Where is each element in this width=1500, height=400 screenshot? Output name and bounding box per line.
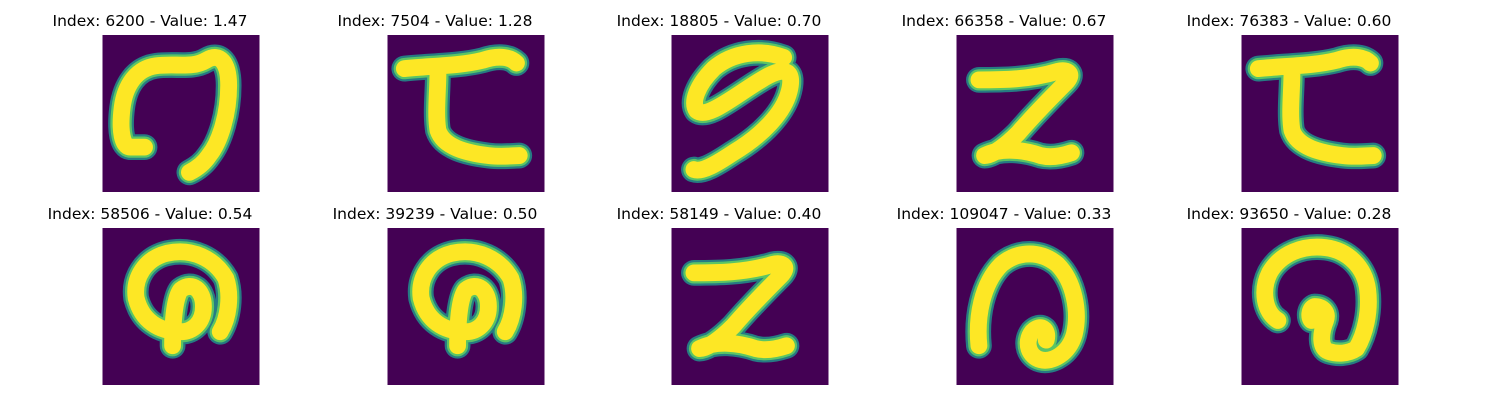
glyph-stroke bbox=[685, 255, 795, 359]
panel-4: Index: 66358 - Value: 0.67 bbox=[854, 0, 1154, 192]
panel-title: Index: 58506 - Value: 0.54 bbox=[47, 205, 253, 223]
glyph-stroke bbox=[1249, 48, 1382, 165]
glyph-image bbox=[671, 228, 829, 385]
glyph-stroke bbox=[685, 44, 799, 179]
glyph-image bbox=[102, 35, 260, 192]
panel-3: Index: 18805 - Value: 0.70 bbox=[569, 0, 869, 192]
panel-title: Index: 6200 - Value: 1.47 bbox=[52, 12, 248, 30]
glyph-image bbox=[1241, 35, 1399, 192]
glyph-image bbox=[102, 228, 260, 385]
panel-title: Index: 58149 - Value: 0.40 bbox=[616, 205, 822, 223]
glyph-image bbox=[387, 35, 545, 192]
panel-9: Index: 109047 - Value: 0.33 bbox=[854, 193, 1154, 385]
panel-title: Index: 93650 - Value: 0.28 bbox=[1186, 205, 1392, 223]
glyph-stroke bbox=[970, 62, 1080, 166]
panel-6: Index: 58506 - Value: 0.54 bbox=[0, 193, 300, 385]
glyph-image bbox=[956, 228, 1114, 385]
glyph-stroke bbox=[395, 48, 528, 165]
glyph-stroke bbox=[412, 243, 523, 355]
panel-7: Index: 39239 - Value: 0.50 bbox=[285, 193, 585, 385]
panel-title: Index: 109047 - Value: 0.33 bbox=[896, 205, 1112, 223]
panel-2: Index: 7504 - Value: 1.28 bbox=[285, 0, 585, 192]
panel-title: Index: 76383 - Value: 0.60 bbox=[1186, 12, 1392, 30]
glyph-stroke bbox=[112, 49, 238, 181]
panel-title: Index: 7504 - Value: 1.28 bbox=[337, 12, 533, 30]
panel-title: Index: 66358 - Value: 0.67 bbox=[901, 12, 1107, 30]
glyph-image bbox=[1241, 228, 1399, 385]
panel-title: Index: 39239 - Value: 0.50 bbox=[332, 205, 538, 223]
panel-10: Index: 93650 - Value: 0.28 bbox=[1139, 193, 1439, 385]
glyph-stroke bbox=[127, 243, 238, 355]
panel-1: Index: 6200 - Value: 1.47 bbox=[0, 0, 300, 192]
panel-8: Index: 58149 - Value: 0.40 bbox=[569, 193, 869, 385]
glyph-stroke bbox=[969, 245, 1085, 369]
glyph-stroke bbox=[1256, 238, 1377, 362]
panel-5: Index: 76383 - Value: 0.60 bbox=[1139, 0, 1439, 192]
glyph-image bbox=[387, 228, 545, 385]
glyph-image bbox=[671, 35, 829, 192]
panel-title: Index: 18805 - Value: 0.70 bbox=[616, 12, 822, 30]
glyph-image bbox=[956, 35, 1114, 192]
